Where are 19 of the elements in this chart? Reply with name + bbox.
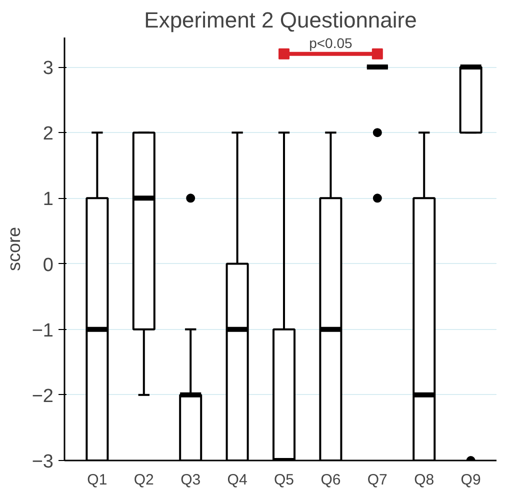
y-tick-label: −2 <box>32 386 54 407</box>
y-axis-title: score <box>4 226 24 272</box>
y-tick-label: −1 <box>32 320 54 342</box>
y-tick-label: 3 <box>42 58 54 80</box>
x-tick-label: Q8 <box>414 472 434 488</box>
x-tick-label: Q5 <box>274 472 294 488</box>
annotation: p<0.05 <box>309 34 353 51</box>
x-tick-label: Q1 <box>87 472 108 488</box>
y-tick-label: 2 <box>42 124 54 145</box>
x-tick-label: Q9 <box>460 472 481 488</box>
y-tick-label: 0 <box>42 254 54 276</box>
x-tick-label: Q2 <box>134 472 154 488</box>
y-tick-label: 1 <box>42 189 54 210</box>
chart-title: Experiment 2 Questionnaire <box>144 8 417 32</box>
x-tick-label: Q7 <box>367 472 388 488</box>
x-tick-label: Q3 <box>180 472 201 488</box>
x-tick-label: Q4 <box>227 472 248 488</box>
y-tick-label: −3 <box>32 452 54 472</box>
x-tick-label: Q6 <box>320 472 341 488</box>
